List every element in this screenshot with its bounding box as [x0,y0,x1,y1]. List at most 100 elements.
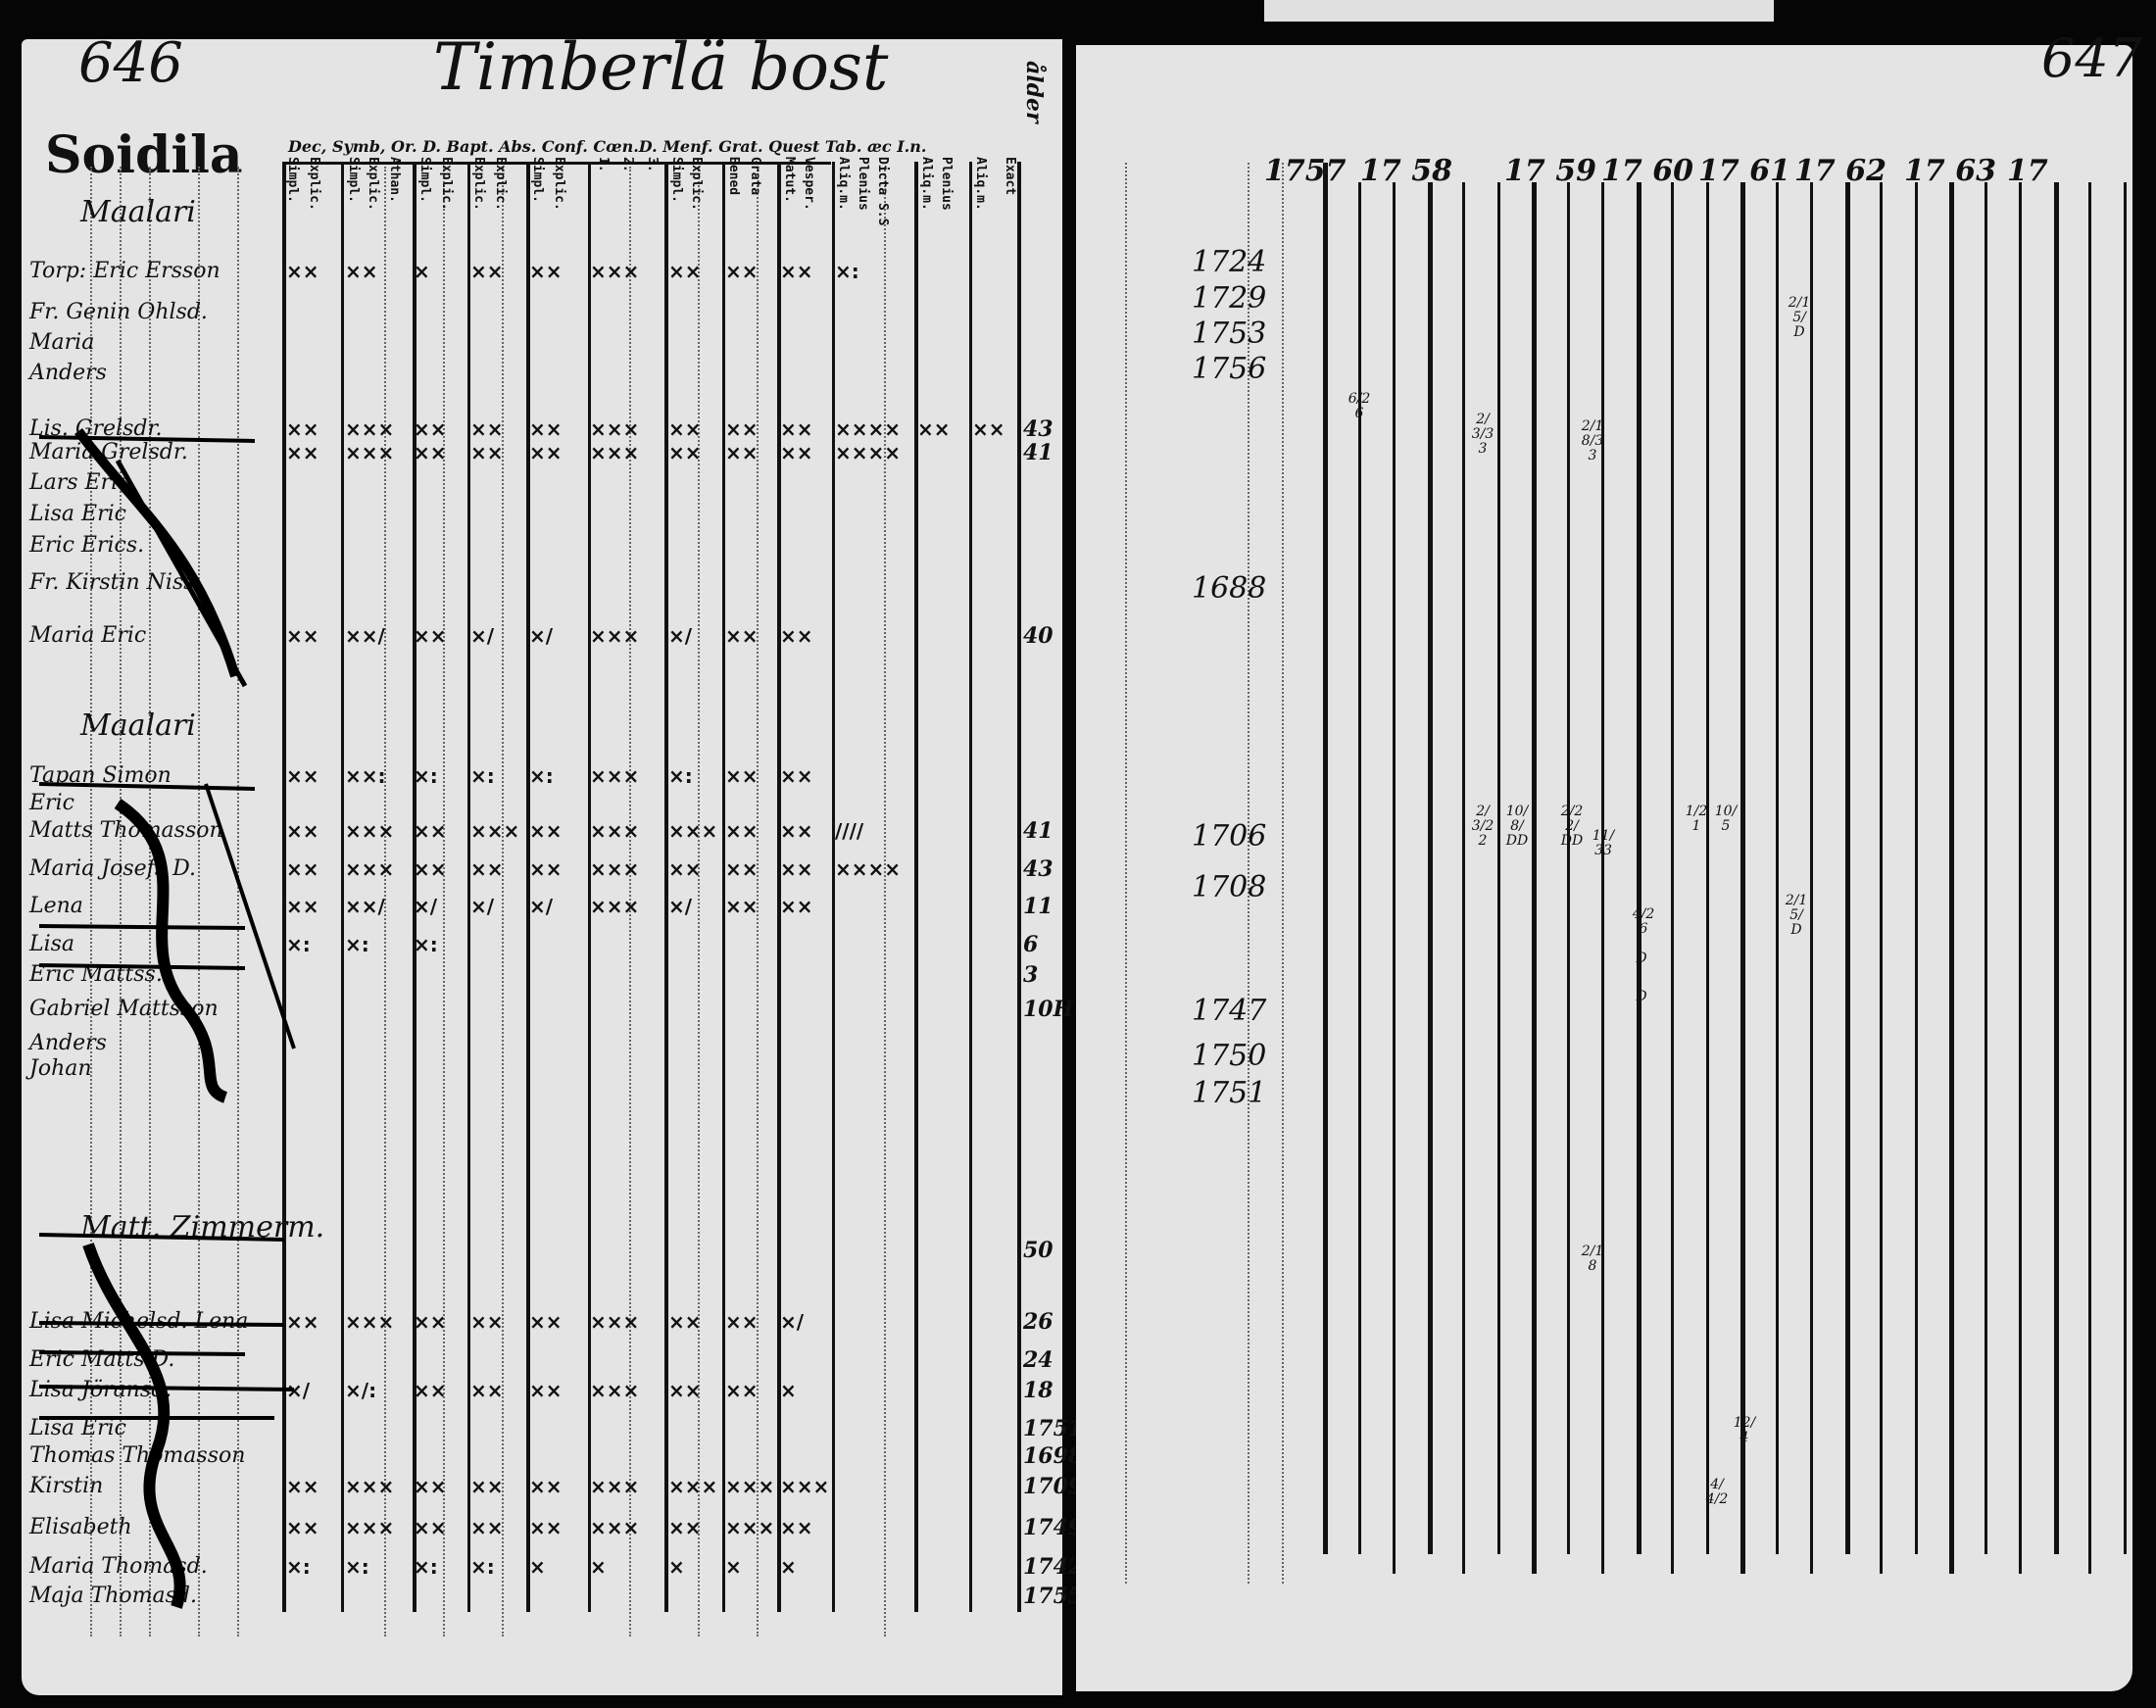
exam-mark: ×× [725,764,759,788]
fraction-entry: 2/22/DD [1560,804,1584,849]
exam-mark: ×× [780,260,813,283]
exam-mark: × [725,1555,742,1579]
year-header: 17 [2007,154,2048,188]
exam-mark: ××: [345,764,386,788]
age-value: 26 [1023,1309,1054,1335]
faint-rule [698,167,700,1636]
fraction-entry: 2/15/D [1785,893,1808,938]
exam-mark: ×× [414,624,447,648]
person-name: Eric Matts D. [29,1347,175,1372]
column-subheader: Simpl. [417,157,432,203]
fraction-entry: 2/18/33 [1581,418,1604,464]
column-subheader: Simpl. [285,157,300,203]
year-column-rule [1357,182,1361,1554]
year-column-rule [1566,182,1570,1554]
column-subheader: Dicta S.S [875,157,890,226]
year-header: 17 63 [1904,154,1996,188]
exam-mark: ×× [668,260,702,283]
exam-mark: ×× [780,624,813,648]
right-page: 647 1757 17 58 17 59 17 60 17 61 17 62 17 63 17… [1076,27,2142,1691]
person-name: Lisa [29,932,75,956]
birth-year: 1724 [1192,245,1267,279]
faint-rule [884,167,886,1636]
fraction-entry: 2/3/22 [1471,804,1494,849]
exam-mark: ××× [725,1516,775,1539]
age-value: 1749 [1023,1515,1084,1540]
exam-mark: ×× [470,1310,504,1334]
age-value: 1742 [1023,1554,1084,1580]
year-column-rule [1636,182,1642,1554]
exam-mark: × [780,1555,797,1579]
column-group-headers: Dec, Symb, Or. D. Bapt. Abs. Conf. Cœn.D… [288,137,927,156]
birth-year: 1729 [1192,281,1267,316]
column-rule [664,162,668,1612]
fraction-entry: D [1636,951,1647,966]
person-name: Anders [29,361,107,385]
exam-mark: ×× [668,1310,702,1334]
column-subheader: Explic. [366,157,380,211]
year-column-rule [2053,182,2059,1554]
age-header: ålder [1021,61,1047,123]
exam-mark: ×× [414,417,447,441]
person-name: Lisa Eric [29,1416,126,1440]
column-subheader: Aliq.m. [836,157,851,211]
exam-mark: ××/ [345,895,385,918]
column-rule [526,162,530,1612]
exam-mark: ××× [590,1516,640,1539]
column-subheader: 2. [620,157,635,172]
faint-rule [149,167,151,1636]
exam-mark: ×: [414,1555,438,1579]
column-subheader: Matut. [782,157,797,203]
year-column-rule [1393,182,1396,1574]
year-column-rule [1984,182,1987,1554]
exam-mark: ×: [529,764,554,788]
exam-mark: ×× [917,417,951,441]
exam-mark: ×× [725,1310,759,1334]
header-rule [282,162,831,165]
age-value: 43 [1023,856,1054,882]
exam-mark: ×× [780,895,813,918]
exam-mark: ×: [835,260,859,283]
exam-mark: ×× [286,624,319,648]
exam-mark: ×× [414,1475,447,1498]
column-subheader: 3. [645,157,660,172]
exam-mark: ×× [529,260,563,283]
exam-mark: ×× [414,857,447,881]
exam-mark: ××× [590,417,640,441]
exam-mark: ××× [668,1475,718,1498]
exam-mark: ×× [725,260,759,283]
year-column-rule [1427,182,1433,1554]
paper-tab [1264,0,1774,22]
fraction-entry: 4/26 [1632,906,1655,937]
age-value: 24 [1023,1347,1054,1373]
column-rule [588,162,591,1612]
column-rule [341,162,344,1612]
exam-mark: ×× [470,417,504,441]
exam-mark: ××× [668,819,718,843]
exam-mark: ×: [470,1555,495,1579]
person-name: Lena [29,894,83,918]
column-subheader: Aliq.m. [919,157,934,211]
exam-mark: ××× [345,1310,395,1334]
person-name: Lisa Eric [29,502,126,526]
exam-mark: ××× [345,417,395,441]
exam-mark: ××× [590,895,640,918]
birth-year: 1747 [1192,994,1267,1028]
year-column-rule [1323,163,1328,1554]
exam-mark: ××× [470,819,520,843]
year-column-rule [1462,182,1465,1574]
exam-mark: ×/ [286,1379,311,1402]
birth-year: 1706 [1192,819,1267,854]
section-heading: Maalari [80,195,196,229]
exam-mark: ×× [725,819,759,843]
birth-year: 1688 [1192,571,1267,606]
year-column-rule [1775,182,1779,1554]
column-rule [832,162,835,1612]
column-rule [969,162,972,1612]
column-subheader: Exact [1003,157,1017,196]
exam-mark: ×: [414,933,438,956]
person-name: Fr. Genin Ohlsd. [29,300,208,324]
faint-rule [198,167,200,1636]
person-name: Tapan Simon [29,763,172,788]
age-value: 43 [1023,416,1054,442]
